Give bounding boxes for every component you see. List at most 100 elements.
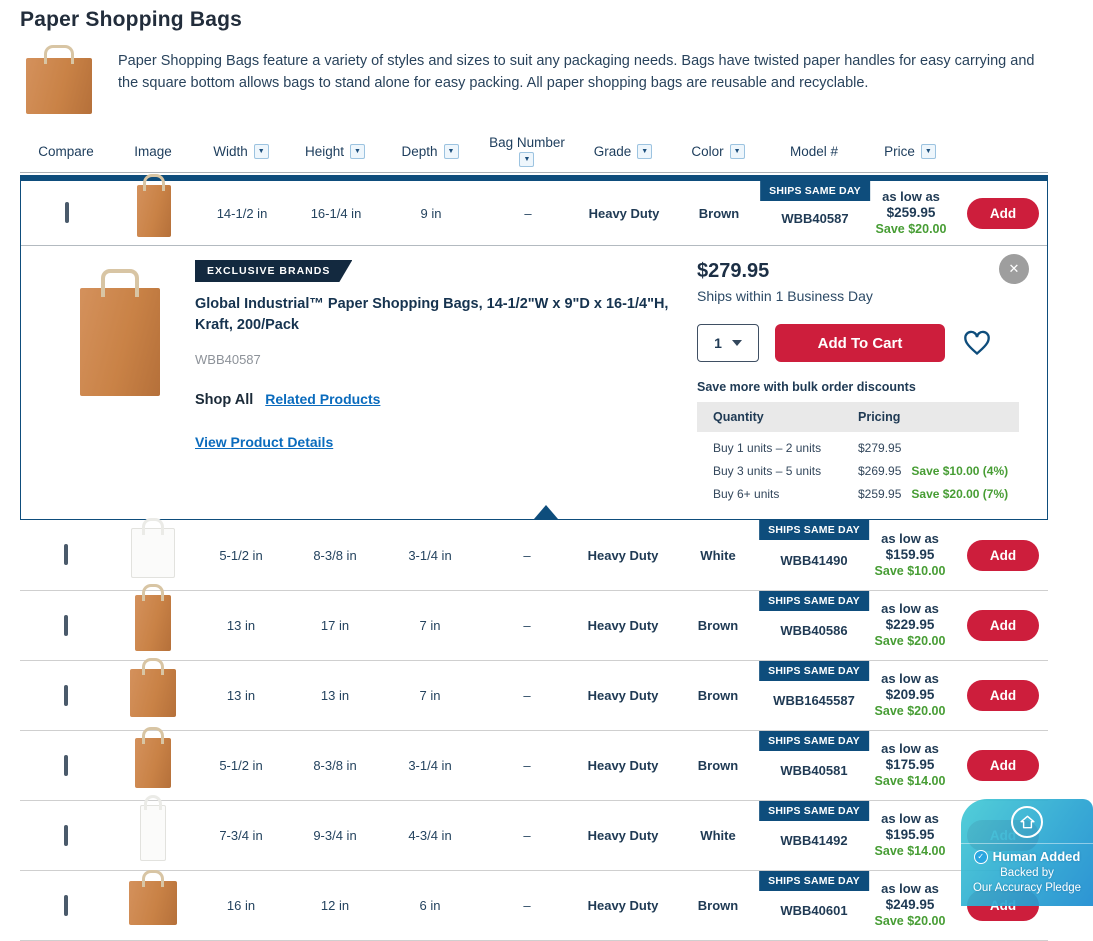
product-rows: 5-1/2 in 8-3/8 in 3-1/4 in – Heavy Duty … — [20, 520, 1048, 941]
ships-same-day-badge: SHIPS SAME DAY — [760, 181, 870, 201]
price: $259.95 — [886, 204, 936, 220]
buy-box: $279.95 Ships within 1 Business Day 1 Ad… — [669, 260, 1029, 501]
table-row: 16 in 12 in 6 in – Heavy Duty Brown SHIP… — [20, 870, 1048, 940]
divider — [20, 172, 1048, 173]
compare-checkbox[interactable] — [64, 684, 68, 706]
add-button[interactable]: Add — [967, 750, 1039, 781]
product-thumbnail[interactable] — [131, 527, 175, 578]
price: $209.95 — [885, 687, 935, 703]
savings: Save $20.00 — [874, 704, 946, 719]
compare-checkbox[interactable] — [65, 202, 69, 223]
human-added-label: Human Added — [992, 849, 1081, 864]
product-thumbnail[interactable] — [140, 805, 166, 861]
bulk-tier-row: Buy 3 units – 5 units $269.95 Save $10.00… — [713, 464, 1009, 478]
product-thumbnail[interactable] — [137, 184, 171, 237]
ships-same-day-badge: SHIPS SAME DAY — [759, 801, 869, 821]
compare-checkbox[interactable] — [64, 824, 68, 846]
model-number: WBB1645587 — [773, 693, 855, 708]
chevron-down-icon — [731, 340, 742, 346]
add-button[interactable]: Add — [967, 610, 1039, 641]
savings: Save $14.00 — [874, 774, 946, 789]
model-number: WBB41492 — [780, 833, 848, 848]
bulk-discount-table: Quantity Pricing Buy 1 units – 2 units $… — [697, 402, 1019, 501]
bag-number-filter-dropdown-icon[interactable] — [519, 152, 535, 167]
depth-filter-dropdown-icon[interactable] — [443, 143, 459, 159]
table-row: 5-1/2 in 8-3/8 in 3-1/4 in – Heavy Duty … — [20, 730, 1048, 800]
column-width: Width — [213, 143, 269, 159]
compare-checkbox[interactable] — [64, 754, 68, 776]
ships-same-day-badge: SHIPS SAME DAY — [759, 871, 869, 891]
quantity-select[interactable]: 1 — [697, 324, 759, 362]
model-number: WBB40601 — [780, 903, 848, 918]
page-title: Paper Shopping Bags — [20, 8, 242, 31]
savings: Save $20.00 — [875, 221, 947, 236]
wishlist-heart-icon[interactable] — [963, 330, 991, 356]
ships-same-day-badge: SHIPS SAME DAY — [759, 591, 869, 611]
category-description: Paper Shopping Bags feature a variety of… — [118, 53, 1035, 92]
compare-checkbox[interactable] — [64, 614, 68, 636]
table-row: 7-3/4 in 9-3/4 in 4-3/4 in – Heavy Duty … — [20, 800, 1048, 870]
compare-checkbox[interactable] — [64, 544, 68, 565]
product-thumbnail[interactable] — [135, 738, 171, 788]
ships-same-day-badge: SHIPS SAME DAY — [759, 731, 869, 751]
divider — [961, 843, 1093, 844]
price: $229.95 — [885, 617, 935, 633]
bulk-table-header: Quantity Pricing — [697, 402, 1019, 432]
table-row: 5-1/2 in 8-3/8 in 3-1/4 in – Heavy Duty … — [20, 520, 1048, 590]
expanded-product-section: 14-1/2 in 16-1/4 in 9 in – Heavy Duty Br… — [20, 181, 1048, 520]
product-thumbnail[interactable] — [129, 881, 177, 925]
bulk-discount-heading: Save more with bulk order discounts — [697, 380, 916, 394]
column-height: Height — [305, 143, 366, 159]
product-thumbnail[interactable] — [135, 595, 171, 651]
product-thumbnail[interactable] — [130, 669, 176, 717]
table-row: 13 in 17 in 7 in – Heavy Duty Brown SHIP… — [20, 590, 1048, 660]
model-number: WBB41490 — [780, 552, 848, 568]
compare-checkbox[interactable] — [64, 894, 68, 916]
panel-pointer-triangle — [534, 505, 558, 519]
home-icon — [1011, 806, 1043, 838]
detail-price: $279.95 — [697, 260, 770, 282]
shop-all-label: Shop All — [195, 392, 254, 409]
price: $195.95 — [885, 827, 935, 843]
related-products-link[interactable]: Related Products — [265, 391, 381, 408]
product-title: Global Industrial™ Paper Shopping Bags, … — [195, 296, 669, 334]
savings: Save $20.00 — [874, 914, 946, 929]
category-intro: Paper Shopping Bags feature a variety of… — [20, 46, 1093, 114]
ships-same-day-badge: SHIPS SAME DAY — [759, 520, 869, 540]
table-top-bar — [20, 175, 1048, 181]
ships-within-text: Ships within 1 Business Day — [697, 288, 873, 304]
column-bag-number: Bag Number — [489, 135, 565, 167]
product-info: EXCLUSIVE BRANDS Global Industrial™ Pape… — [195, 260, 669, 501]
divider — [21, 245, 1047, 246]
color-filter-dropdown-icon[interactable] — [729, 143, 745, 159]
column-grade: Grade — [594, 143, 653, 159]
savings: Save $20.00 — [874, 634, 946, 649]
savings: Save $10.00 — [874, 563, 946, 578]
view-product-details-link[interactable]: View Product Details — [195, 434, 334, 451]
price: $175.95 — [885, 757, 935, 773]
table-header-row: Compare Image Width Height Depth Bag Num… — [20, 132, 1048, 170]
add-button[interactable]: Add — [967, 197, 1039, 229]
check-icon: ✓ — [973, 849, 988, 864]
category-image — [26, 58, 92, 114]
exclusive-brands-badge: EXCLUSIVE BRANDS — [195, 260, 352, 282]
column-depth: Depth — [401, 143, 459, 159]
table-row: 14-1/2 in 16-1/4 in 9 in – Heavy Duty Br… — [21, 181, 1047, 245]
add-button[interactable]: Add — [967, 539, 1039, 571]
add-button[interactable]: Add — [967, 680, 1039, 711]
height-filter-dropdown-icon[interactable] — [350, 143, 366, 159]
bulk-tier-row: Buy 1 units – 2 units $279.95 — [713, 441, 902, 455]
product-table: Compare Image Width Height Depth Bag Num… — [20, 132, 1048, 941]
add-to-cart-button[interactable]: Add To Cart — [775, 324, 945, 362]
product-image-large — [80, 288, 160, 396]
grade-filter-dropdown-icon[interactable] — [637, 143, 653, 159]
width-filter-dropdown-icon[interactable] — [253, 143, 269, 159]
price: $159.95 — [885, 546, 935, 562]
model-number: WBB40587 — [781, 210, 849, 226]
close-icon[interactable]: ✕ — [999, 254, 1029, 284]
ships-same-day-badge: SHIPS SAME DAY — [759, 661, 869, 681]
product-sku: WBB40587 — [195, 352, 261, 368]
price-filter-dropdown-icon[interactable] — [920, 143, 936, 159]
column-price: Price — [884, 143, 936, 159]
